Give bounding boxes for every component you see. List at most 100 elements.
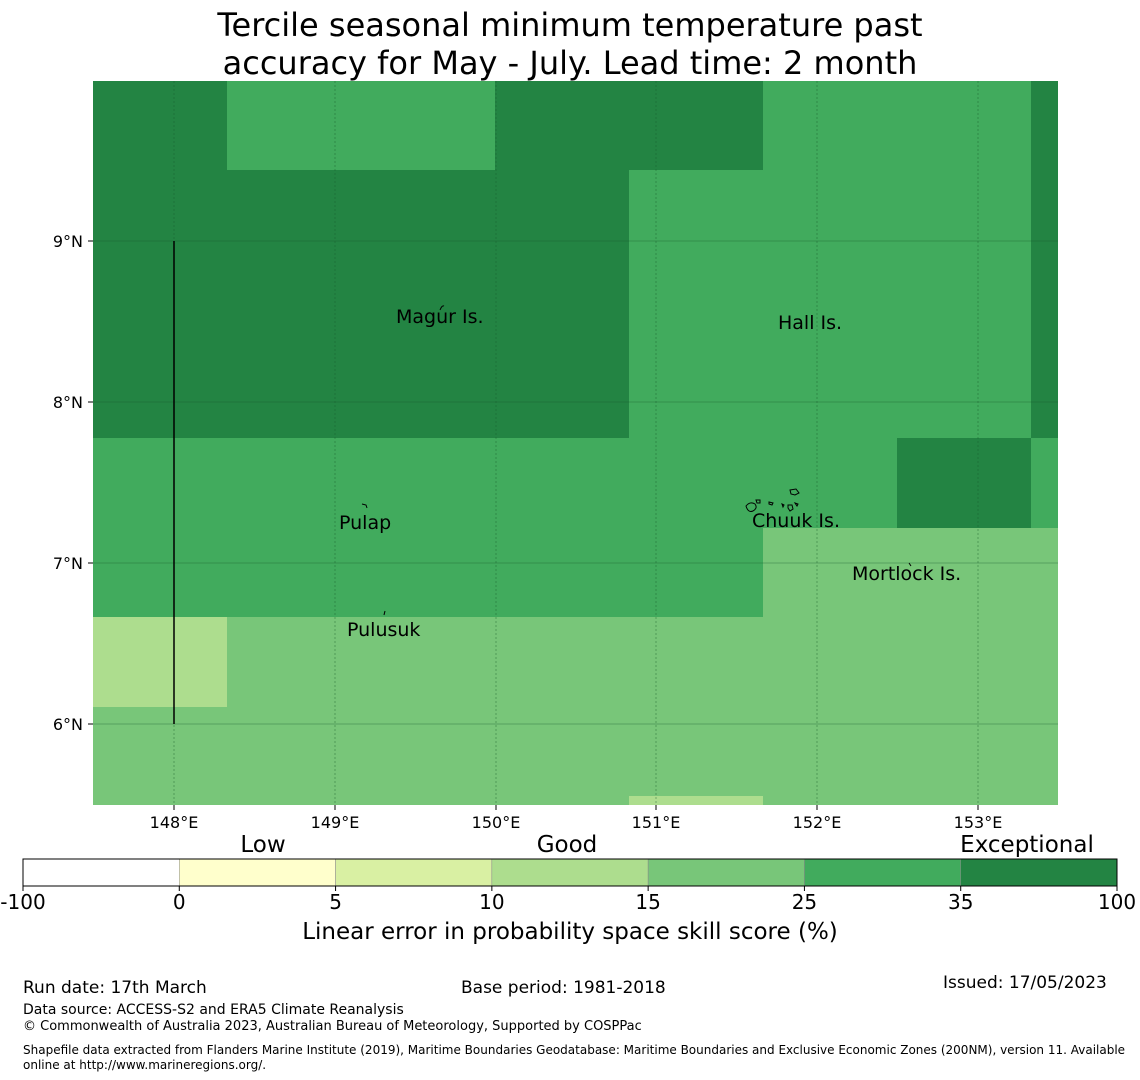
grid-cell — [629, 528, 763, 617]
grid-cell — [361, 796, 495, 805]
grid-cell — [629, 438, 763, 528]
label-hall: Hall Is. — [778, 312, 842, 334]
place-labels: Magur Is. Hall Is. Pulap Chuuk Is. Mortl… — [339, 306, 961, 641]
mortlock-island-shape — [908, 562, 912, 567]
grid-cell — [763, 348, 897, 438]
grid-cell — [1031, 81, 1058, 170]
grid-cell — [93, 528, 227, 617]
issued-date: Issued: 17/05/2023 — [943, 973, 1107, 993]
grid-cell — [629, 617, 763, 707]
grid-cell — [93, 707, 227, 796]
grid-cell — [897, 617, 1031, 707]
shapefile-credit: Shapefile data extracted from Flanders M… — [23, 1043, 1126, 1072]
base-period: Base period: 1981-2018 — [461, 978, 666, 998]
chuuk-island-c — [789, 488, 800, 496]
grid-cell — [93, 348, 227, 438]
grid-cell — [629, 796, 763, 805]
lat-tick-7: 7°N — [53, 554, 83, 573]
grid-cell — [361, 707, 495, 796]
y-axis: 9°N 8°N 7°N 6°N — [53, 232, 93, 734]
grid-cell — [495, 348, 629, 438]
category-low: Low — [240, 832, 285, 858]
colorbar-ticks: -100 0 5 10 15 25 35 100 — [0, 886, 1136, 914]
label-mortlock: Mortlock Is. — [852, 563, 961, 585]
colorbar-box — [647, 858, 805, 887]
colorbar-tick-label: -100 — [0, 890, 45, 914]
data-source: Data source: ACCESS-S2 and ERA5 Climate … — [23, 1002, 404, 1018]
grid-cell — [361, 617, 495, 707]
grid-cell — [897, 528, 1031, 617]
grid-cell — [227, 438, 361, 528]
grid-cell — [629, 81, 763, 170]
grid-cell — [1031, 528, 1058, 617]
grid-cell — [629, 707, 763, 796]
colorbar-tick-label: 100 — [1098, 890, 1136, 914]
grid-cell — [361, 81, 495, 170]
grid-cell — [93, 617, 227, 707]
grid-cell — [227, 170, 361, 259]
grid-cell — [629, 170, 763, 259]
category-exceptional: Exceptional — [960, 832, 1094, 858]
colorbar-tick-label: 10 — [479, 890, 504, 914]
copyright: © Commonwealth of Australia 2023, Austra… — [23, 1019, 642, 1034]
chuuk-island-a — [768, 501, 774, 506]
colorbar-label: Linear error in probability space skill … — [302, 919, 838, 945]
grid-cell — [1031, 438, 1058, 528]
colorbar-tick-label: 35 — [948, 890, 973, 914]
colorbar-tick-label: 25 — [792, 890, 817, 914]
grid-cell — [227, 81, 361, 170]
grid-cell — [763, 81, 897, 170]
colorbar-tick-label: 15 — [635, 890, 660, 914]
label-pulap: Pulap — [339, 512, 391, 534]
grid-cell — [361, 348, 495, 438]
grid-cell — [763, 617, 897, 707]
lat-tick-9: 9°N — [53, 232, 83, 251]
colorbar-box — [22, 858, 180, 887]
grid-cell — [897, 81, 1031, 170]
grid-cell — [495, 528, 629, 617]
pulusuk-island-shape — [383, 610, 386, 616]
grid-cell — [495, 438, 629, 528]
grid-cell — [495, 617, 629, 707]
chuuk-island-e — [793, 502, 799, 507]
grid-cell — [763, 796, 897, 805]
lon-tick-153: 153°E — [954, 813, 1003, 832]
lon-tick-152: 152°E — [793, 813, 842, 832]
colorbar-frame — [22, 858, 1118, 887]
colorbar-box — [179, 858, 336, 887]
chart-title: Tercile seasonal minimum temperature pas… — [0, 6, 1140, 82]
pulap-island-shape — [361, 503, 368, 509]
grid-cell — [897, 170, 1031, 259]
magur-island-shape — [439, 305, 445, 311]
grid-cell — [93, 796, 227, 805]
grid-cell — [93, 170, 227, 259]
run-date: Run date: 17th March — [23, 978, 207, 998]
lat-tick-8: 8°N — [53, 393, 83, 412]
grid-cell — [763, 707, 897, 796]
colorbar: Low Good Exceptional -100 0 5 10 15 25 35 100 — [0, 832, 1136, 914]
grid-cell — [495, 259, 629, 348]
colorbar-box — [804, 858, 961, 887]
colorbar-box — [960, 858, 1118, 887]
grid-cell — [93, 259, 227, 348]
grid-cell — [763, 528, 897, 617]
skill-grid — [93, 81, 1058, 805]
island-outlines — [361, 305, 912, 616]
grid-cell — [495, 81, 629, 170]
grid-cell — [93, 81, 227, 170]
grid-cell — [897, 259, 1031, 348]
colorbar-tick-label: 0 — [173, 890, 186, 914]
title-line-2: accuracy for May - July. Lead time: 2 mo… — [222, 44, 918, 82]
grid-cell — [495, 170, 629, 259]
grid-cell — [361, 170, 495, 259]
category-good: Good — [537, 832, 598, 858]
chuuk-island-f — [755, 499, 761, 504]
grid-cell — [763, 438, 897, 528]
map-figure: 148°E 149°E 150°E 151°E 152°E 153°E 9°N … — [0, 81, 1136, 914]
grid-cell — [227, 707, 361, 796]
label-chuuk: Chuuk Is. — [752, 510, 840, 532]
grid-cell — [361, 438, 495, 528]
grid-cell — [1031, 796, 1058, 805]
chuuk-island-d — [787, 504, 794, 512]
grid-cell — [495, 796, 629, 805]
